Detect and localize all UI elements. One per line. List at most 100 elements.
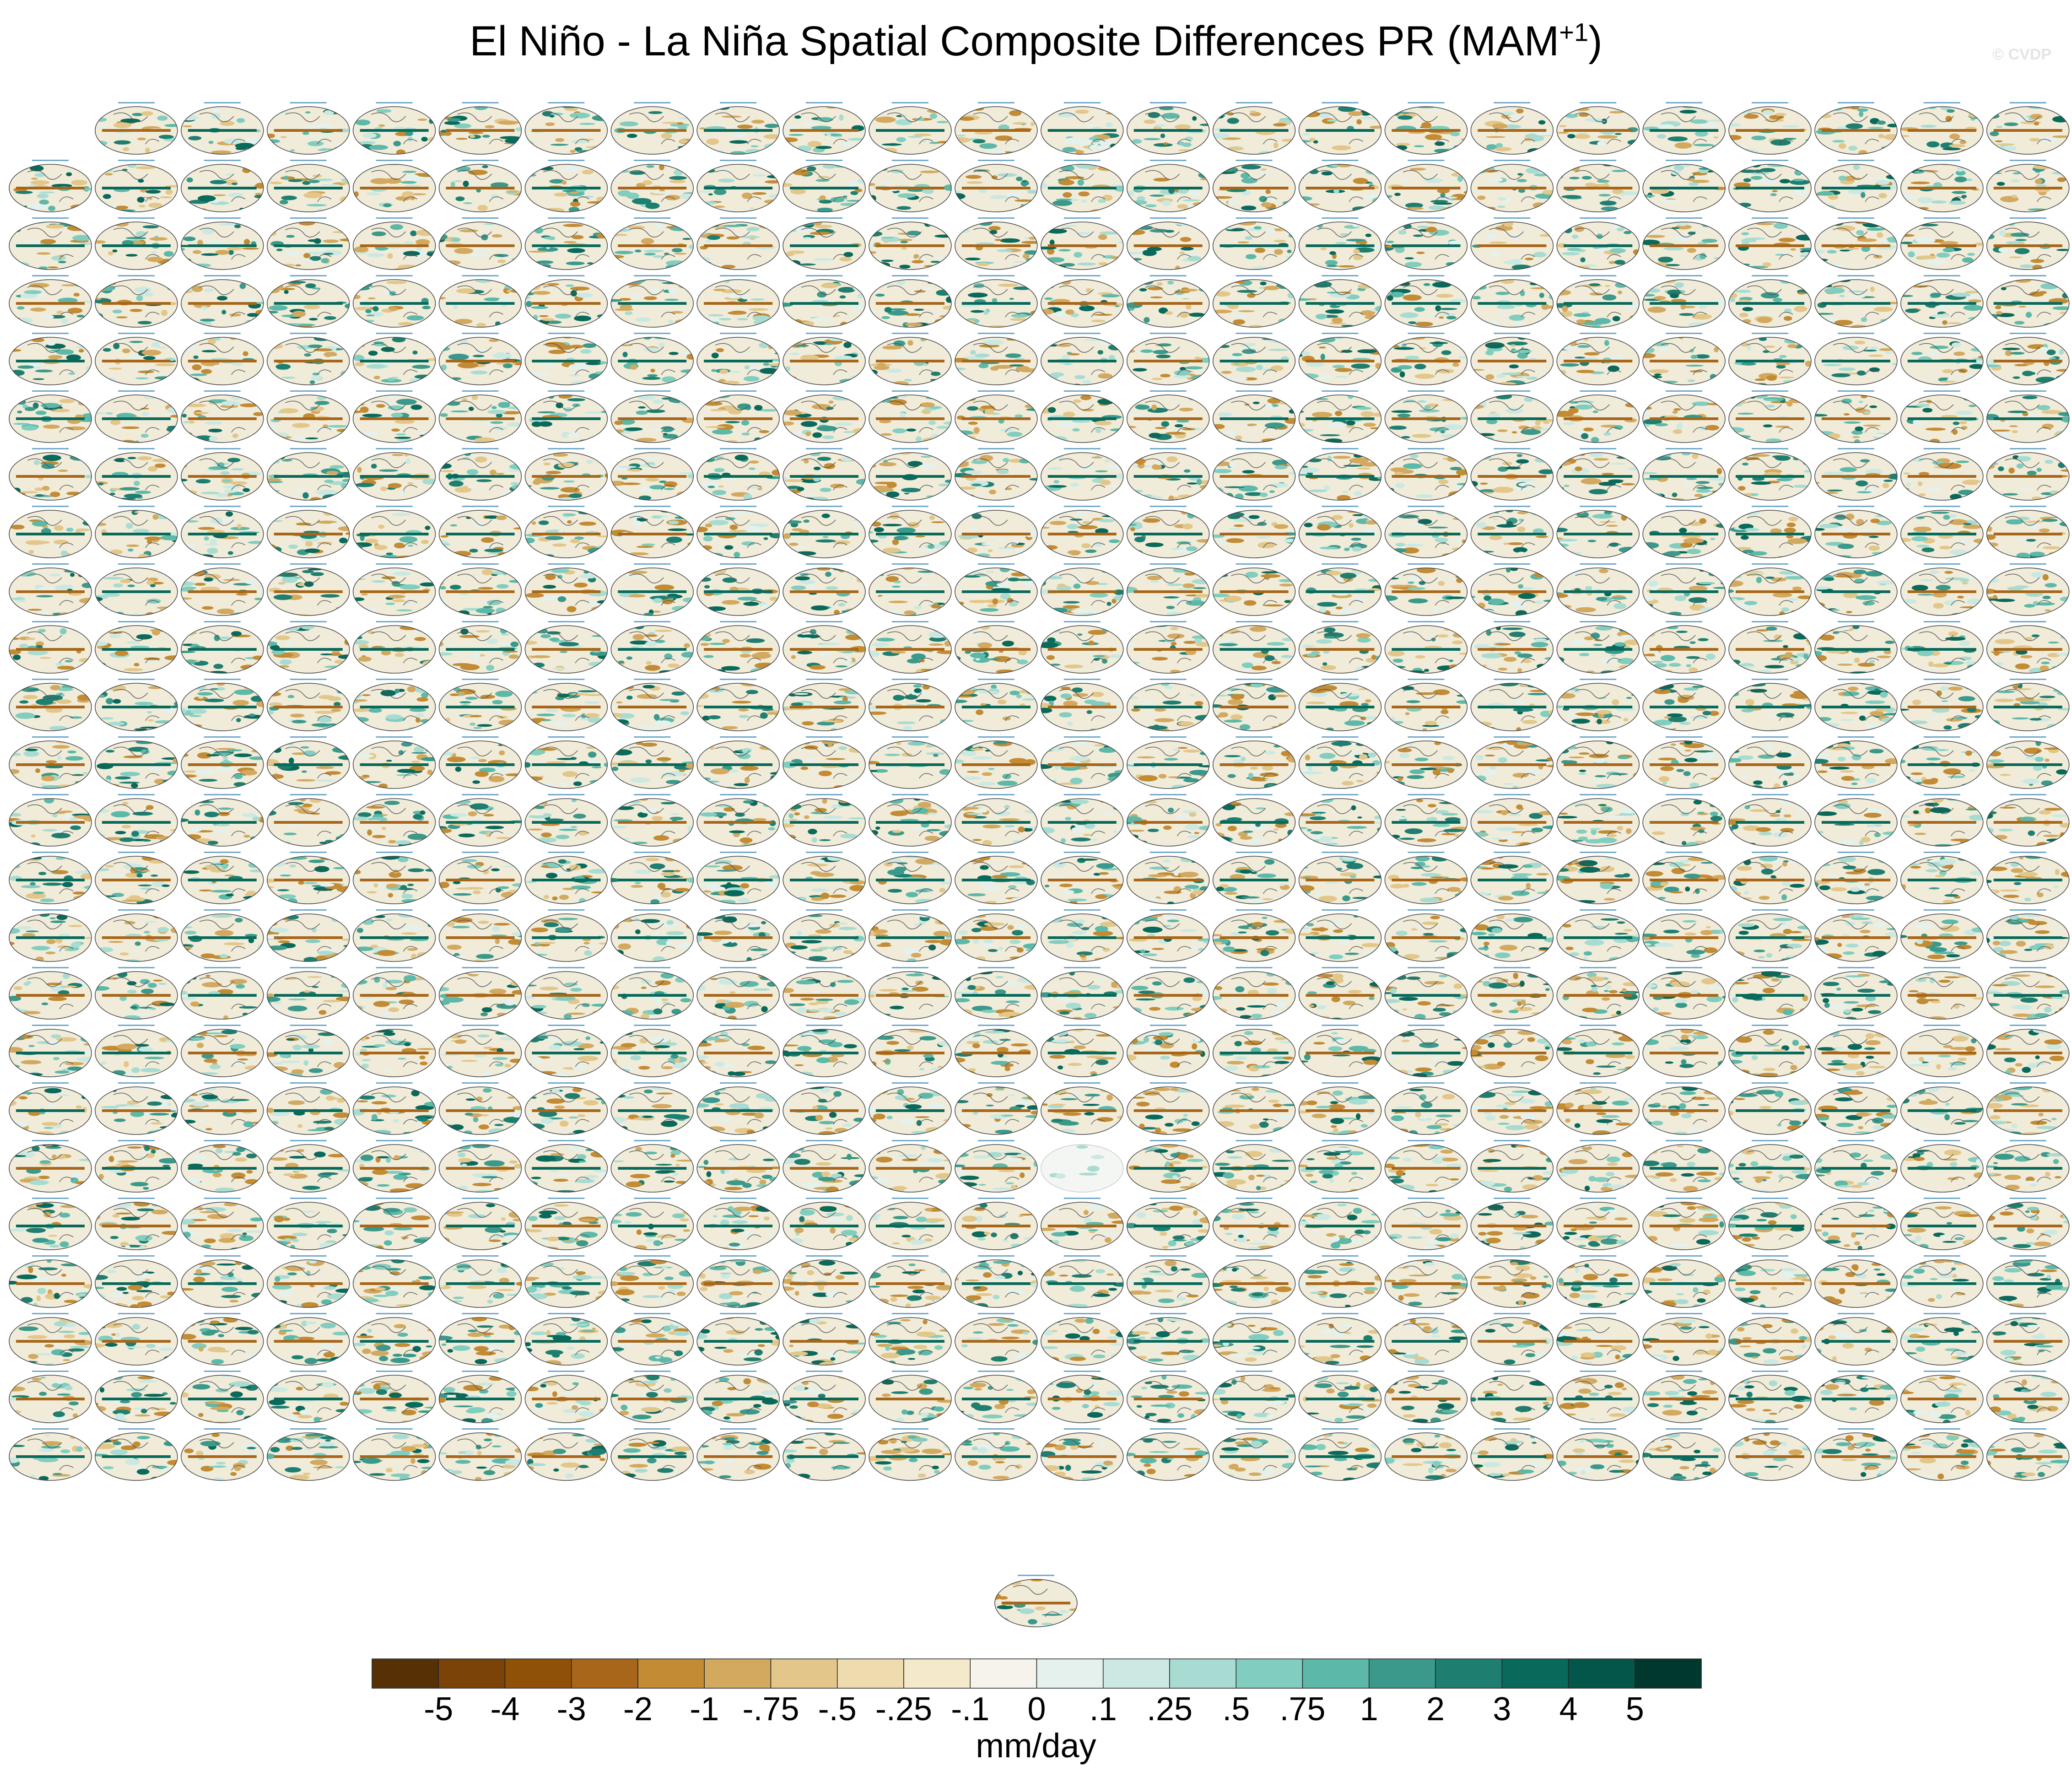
- map-panel: [1126, 275, 1210, 328]
- map-panel: [438, 333, 522, 385]
- colorbar-bin: [1635, 1658, 1702, 1689]
- map-panel: [1041, 217, 1124, 270]
- map-panel: [352, 448, 436, 501]
- map-panel: [1986, 390, 2070, 443]
- map-panel: [9, 160, 92, 212]
- colorbar-bin: [970, 1658, 1037, 1689]
- map-panel: [1126, 160, 1210, 212]
- map-panel: [352, 102, 436, 155]
- map-panel: [1814, 275, 1898, 328]
- map-panel: [1384, 275, 1468, 328]
- map-panel: [524, 390, 608, 443]
- colorbar-tick-label: .75: [1279, 1691, 1325, 1728]
- map-panel: [266, 217, 350, 270]
- map-panel: [1814, 160, 1898, 212]
- colorbar-bin: [1435, 1658, 1502, 1689]
- map-panel: [1384, 333, 1468, 385]
- map-panel: [524, 160, 608, 212]
- map-panel: [1900, 160, 1984, 212]
- map-panel: [1126, 217, 1210, 270]
- map-panel: [438, 102, 522, 155]
- colorbar-tick-label: .1: [1090, 1691, 1117, 1728]
- map-panel: [1298, 333, 1382, 385]
- map-panel: [1041, 160, 1124, 212]
- colorbar-bin: [1036, 1658, 1104, 1689]
- map-panel: [1986, 102, 2070, 155]
- colorbar-bin: [1369, 1658, 1436, 1689]
- map-panel: [1814, 217, 1898, 270]
- colorbar-tick-label: -5: [424, 1691, 453, 1728]
- colorbar-bin: [1169, 1658, 1236, 1689]
- colorbar-bin: [637, 1658, 705, 1689]
- map-panel: [181, 448, 264, 501]
- map-panel: [1470, 333, 1554, 385]
- colorbar-tick-label: -.25: [875, 1691, 932, 1728]
- colorbar-tick-label: .5: [1222, 1691, 1250, 1728]
- map-panel: [1126, 390, 1210, 443]
- map-panel: [1728, 390, 1812, 443]
- watermark: © CVDP: [1992, 46, 2051, 63]
- colorbar-bin: [571, 1658, 638, 1689]
- colorbar-tick-label: 1: [1360, 1691, 1378, 1728]
- map-panel: [1298, 217, 1382, 270]
- map-panel: [1470, 102, 1554, 155]
- map-panel: [266, 333, 350, 385]
- map-panel: [1900, 217, 1984, 270]
- map-panel: [610, 160, 694, 212]
- colorbar-tick-label: 5: [1626, 1691, 1644, 1728]
- map-panel: [1642, 275, 1726, 328]
- map-panel: [1041, 390, 1124, 443]
- map-panel: [352, 390, 436, 443]
- map-panel: [9, 333, 92, 385]
- map-panel: [1126, 102, 1210, 155]
- map-panel: [782, 390, 866, 443]
- colorbar-bin: [1302, 1658, 1370, 1689]
- map-panel: [1728, 160, 1812, 212]
- map-panel: [869, 160, 952, 212]
- colorbar-tick-label: 2: [1426, 1691, 1445, 1728]
- map-panel: [9, 275, 92, 328]
- colorbar-tick-label: -.75: [742, 1691, 799, 1728]
- colorbar-tick-label: -4: [490, 1691, 519, 1728]
- map-panel: [955, 160, 1038, 212]
- map-panel: [524, 102, 608, 155]
- map-panel: [438, 390, 522, 443]
- map-panel: [181, 160, 264, 212]
- map-panel: [181, 390, 264, 443]
- colorbar-tick-label: -3: [557, 1691, 586, 1728]
- map-panel: [1126, 333, 1210, 385]
- map-panel: [352, 160, 436, 212]
- colorbar-units-label: mm/day: [976, 1727, 1096, 1765]
- map-panel: [782, 333, 866, 385]
- colorbar-tick-label: -.5: [818, 1691, 857, 1728]
- map-panel: [869, 390, 952, 443]
- chart-title: El Niño - La Niña Spatial Composite Diff…: [469, 17, 1603, 65]
- colorbar-bin: [1103, 1658, 1170, 1689]
- colorbar-bin: [504, 1658, 572, 1689]
- map-panel: [1986, 217, 2070, 270]
- map-panel: [955, 448, 1038, 501]
- map-panel: [266, 448, 350, 501]
- colorbar-tick-label: -2: [623, 1691, 653, 1728]
- map-panel: [95, 217, 178, 270]
- colorbar-bin: [770, 1658, 838, 1689]
- map-panel: [955, 275, 1038, 328]
- map-panel: [1900, 275, 1984, 328]
- map-panel: [1298, 390, 1382, 443]
- colorbar-tick-label: 0: [1027, 1691, 1046, 1728]
- map-panel: [1556, 333, 1640, 385]
- map-panel: [1041, 102, 1124, 155]
- map-panel: [1041, 275, 1124, 328]
- colorbar-bin: [837, 1658, 904, 1689]
- map-panel: [1556, 275, 1640, 328]
- colorbar-tick-label: 4: [1559, 1691, 1577, 1728]
- map-panel: [1728, 275, 1812, 328]
- map-panel: [266, 390, 350, 443]
- colorbar-bin: [372, 1658, 439, 1689]
- colorbar-bin: [1568, 1658, 1635, 1689]
- colorbar-tick-label: -1: [690, 1691, 719, 1728]
- colorbar-tick-label: -.1: [951, 1691, 989, 1728]
- map-panel: [1126, 448, 1210, 501]
